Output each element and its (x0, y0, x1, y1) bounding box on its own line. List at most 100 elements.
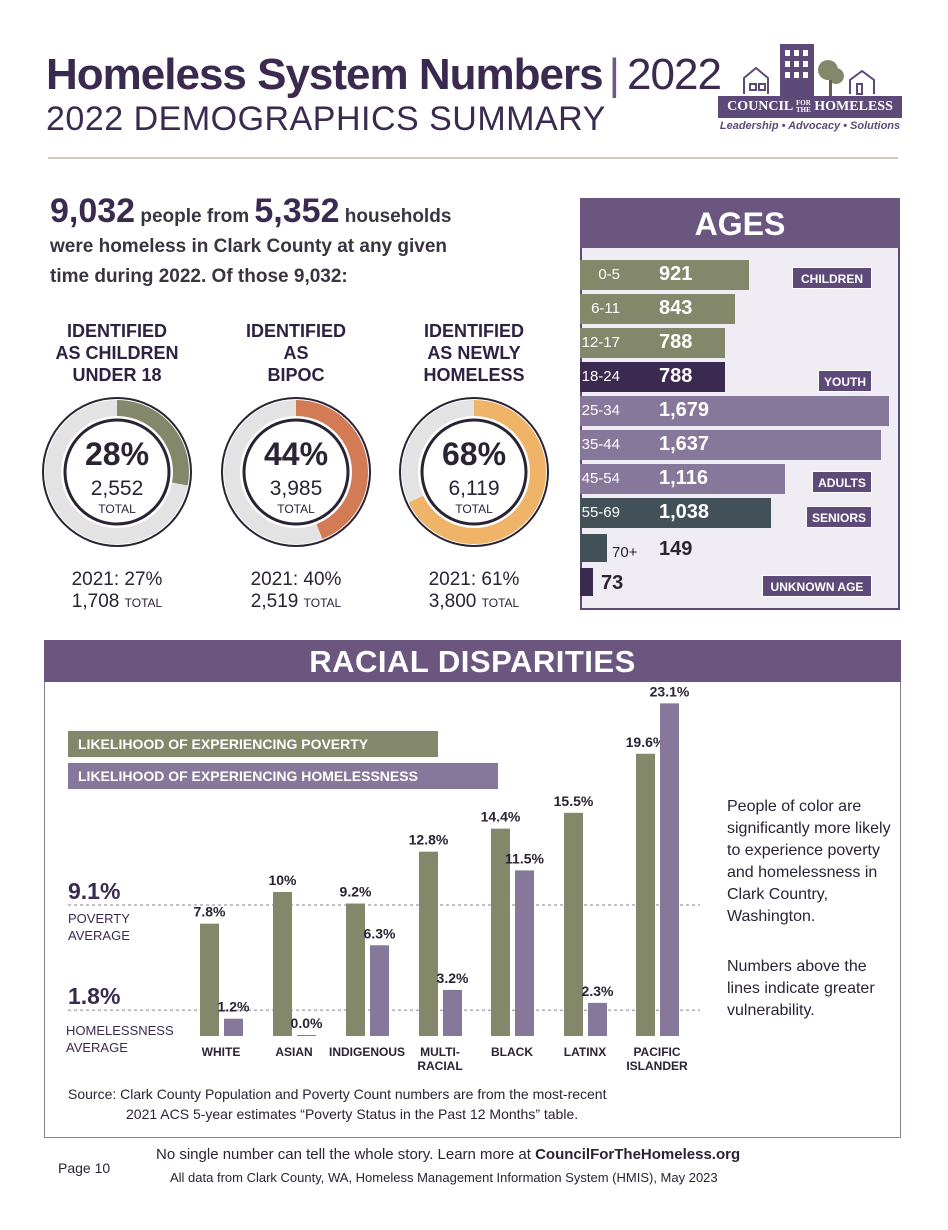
category-label: ISLANDER (626, 1059, 688, 1073)
donut-segment (224, 400, 368, 544)
donut-chart (221, 397, 371, 547)
poverty-average-value: 9.1% (68, 878, 120, 904)
bar-value-label: 9.2% (340, 884, 372, 900)
previous-year-stat: 2021: 40% 2,519 TOTAL (216, 569, 376, 614)
intro-line-2: were homeless in Clark County at any giv… (50, 236, 448, 257)
logo-name-small: FOR THE (795, 98, 811, 114)
age-range-label: 18-24 (581, 368, 620, 385)
donut-percent: 68% (441, 436, 507, 472)
stat-label: IDENTIFIED AS CHILDREN UNDER 18 (42, 320, 192, 386)
tag-children: CHILDREN (792, 267, 872, 289)
donut-inner-ring (63, 418, 171, 526)
legend-poverty: LIKELIHOOD OF EXPERIENCING POVERTY (68, 731, 438, 757)
previous-total-label: TOTAL (124, 596, 163, 610)
donut-outer-ring (399, 397, 549, 547)
age-value-label: 843 (659, 297, 693, 319)
households-count: 5,352 (254, 192, 340, 230)
category-label: MULTI- (420, 1045, 460, 1059)
stat-label-line: IDENTIFIED (423, 321, 524, 341)
bar-value-label: 0.0% (291, 1015, 323, 1031)
bar-value-label: 12.8% (409, 832, 449, 848)
stat-label: IDENTIFIED AS BIPOC (221, 320, 371, 386)
donut-total-label: TOTAL (98, 502, 136, 516)
poverty-bar (636, 753, 655, 1036)
donut-outer-ring (42, 397, 192, 547)
age-range-label: 6-11 (591, 300, 620, 317)
previous-year-total: 2,519 TOTAL (216, 591, 376, 614)
homelessness-bar (660, 703, 679, 1036)
age-range-label: 0-5 (598, 266, 620, 283)
page-subtitle: 2022 DEMOGRAPHICS SUMMARY (46, 100, 606, 138)
intro-line-3: time during 2022. Of those 9,032: (50, 266, 348, 287)
age-range-label: 45-54 (581, 470, 620, 487)
stat-label-line: AS (283, 343, 309, 363)
stat-label-line: IDENTIFIED (245, 321, 346, 341)
age-bar (580, 362, 725, 392)
racial-note: People of color are significantly more l… (727, 798, 891, 925)
page-title: Homeless System Numbers | 2022 (46, 50, 722, 100)
tag-seniors: SENIORS (806, 506, 872, 528)
previous-year-stat: 2021: 61% 3,800 TOTAL (394, 569, 554, 614)
category-label: LATINX (564, 1045, 606, 1059)
age-bar (580, 260, 749, 290)
homelessness-bar (588, 1002, 607, 1036)
poverty-bar (564, 812, 583, 1036)
racial-disparities-title: RACIAL DISPARITIES (44, 640, 901, 682)
age-range-label: 25-34 (581, 402, 620, 419)
header-divider (48, 157, 898, 159)
previous-year-total: 1,708 TOTAL (37, 591, 197, 614)
website-link[interactable]: CouncilForTheHomeless.org (535, 1146, 741, 1163)
source-line-1: Source: Clark County Population and Pove… (68, 1086, 607, 1102)
bar-value-label: 7.8% (194, 904, 226, 920)
homelessness-average-label: AVERAGE (66, 1040, 128, 1055)
previous-year-total: 3,800 TOTAL (394, 591, 554, 614)
stat-label-line: AS NEWLY (427, 343, 521, 363)
footer-text: No single number can tell the whole stor… (156, 1146, 536, 1163)
donut-total-label: TOTAL (277, 502, 315, 516)
tag-unknown-age: UNKNOWN AGE (762, 575, 872, 597)
previous-year-stat: 2021: 27% 1,708 TOTAL (37, 569, 197, 614)
poverty-bar (346, 903, 365, 1036)
donut-outer-ring (221, 397, 371, 547)
donut-inner-ring (420, 418, 528, 526)
previous-total-value: 2,519 (250, 591, 299, 612)
logo-name-a: COUNCIL (727, 99, 793, 114)
age-value-label: 73 (601, 572, 624, 594)
previous-total-value: 3,800 (428, 591, 477, 612)
homelessness-average-value: 1.8% (68, 983, 120, 1009)
age-value-label: 921 (659, 263, 693, 285)
previous-year-percent: 2021: 61% (428, 569, 520, 590)
age-bar (580, 568, 593, 596)
title-year: 2022 (627, 50, 722, 99)
age-range-label: 55-69 (581, 504, 620, 521)
previous-year-percent: 2021: 27% (71, 569, 163, 590)
category-label: INDIGENOUS (329, 1045, 405, 1059)
stat-label-line: AS CHILDREN (55, 343, 179, 363)
stat-label: IDENTIFIED AS NEWLY HOMELESS (399, 320, 549, 386)
stat-label-line: BIPOC (267, 365, 325, 385)
age-bar (580, 498, 771, 528)
tag-adults: ADULTS (812, 471, 872, 493)
bar-value-label: 6.3% (364, 925, 396, 941)
age-value-label: 1,038 (659, 501, 710, 523)
footer-line-2: All data from Clark County, WA, Homeless… (170, 1170, 718, 1185)
donut-chart (42, 397, 192, 547)
logo-name-b: HOMELESS (814, 99, 893, 114)
poverty-average-label: AVERAGE (68, 928, 130, 943)
homelessness-bar (297, 1035, 316, 1036)
previous-total-label: TOTAL (303, 596, 342, 610)
bar-value-label: 11.5% (505, 850, 544, 866)
age-range-label: 70+ (612, 544, 638, 561)
people-count: 9,032 (50, 192, 136, 230)
bar-value-label: 2.3% (582, 983, 614, 999)
bar-value-label: 23.1% (650, 683, 690, 699)
previous-year-percent: 2021: 40% (250, 569, 342, 590)
racial-note-2: Numbers above the lines indicate greater… (727, 958, 875, 1019)
bar-value-label: 19.6% (626, 734, 666, 750)
footer-line-1: No single number can tell the whole stor… (156, 1146, 856, 1163)
source-line-2: 2021 ACS 5-year estimates “Poverty Statu… (126, 1106, 579, 1122)
donut-total-label: TOTAL (455, 502, 493, 516)
bar-value-label: 1.2% (218, 999, 250, 1015)
age-bar (580, 430, 881, 460)
households-text: households (344, 206, 452, 227)
